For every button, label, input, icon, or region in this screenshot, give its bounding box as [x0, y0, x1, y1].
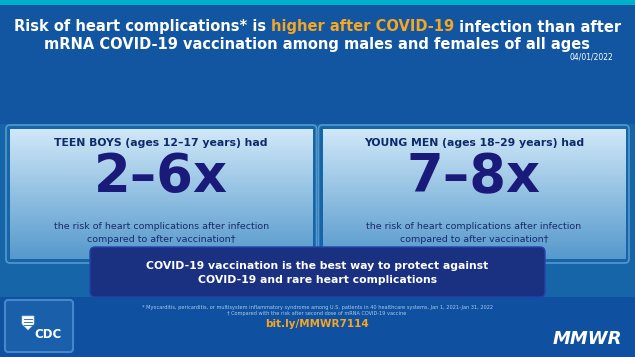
FancyBboxPatch shape — [5, 300, 73, 352]
Text: infection than after: infection than after — [454, 20, 621, 35]
Polygon shape — [22, 316, 34, 330]
Text: COVID-19 and rare heart complications: COVID-19 and rare heart complications — [198, 275, 437, 285]
FancyBboxPatch shape — [90, 247, 545, 297]
FancyBboxPatch shape — [0, 0, 635, 5]
Text: * Myocarditis, pericarditis, or multisystem inflammatory syndrome among U.S. pat: * Myocarditis, pericarditis, or multisys… — [142, 305, 493, 310]
Text: YOUNG MEN (ages 18–29 years) had: YOUNG MEN (ages 18–29 years) had — [364, 138, 584, 148]
Text: 7–8x: 7–8x — [407, 151, 541, 203]
Text: TEEN BOYS (ages 12–17 years) had: TEEN BOYS (ages 12–17 years) had — [55, 138, 268, 148]
Text: 04/01/2022: 04/01/2022 — [569, 52, 613, 61]
Text: higher after COVID-19: higher after COVID-19 — [271, 20, 454, 35]
Text: 2–6x: 2–6x — [94, 151, 228, 203]
Text: bit.ly/MMWR7114: bit.ly/MMWR7114 — [265, 319, 369, 329]
Text: Risk of heart complications* is: Risk of heart complications* is — [14, 20, 271, 35]
Text: † Compared with the risk after second dose of mRNA COVID-19 vaccine: † Compared with the risk after second do… — [227, 312, 406, 317]
Text: mRNA COVID-19 vaccination among males and females of all ages: mRNA COVID-19 vaccination among males an… — [44, 36, 591, 51]
FancyBboxPatch shape — [0, 0, 635, 124]
Text: the risk of heart complications after infection
compared to after vaccination†: the risk of heart complications after in… — [366, 222, 581, 244]
Text: CDC: CDC — [34, 328, 62, 342]
Text: the risk of heart complications after infection
compared to after vaccination†: the risk of heart complications after in… — [54, 222, 269, 244]
FancyBboxPatch shape — [0, 297, 635, 357]
Text: MMWR: MMWR — [552, 330, 622, 348]
Text: COVID-19 vaccination is the best way to protect against: COVID-19 vaccination is the best way to … — [147, 261, 488, 271]
